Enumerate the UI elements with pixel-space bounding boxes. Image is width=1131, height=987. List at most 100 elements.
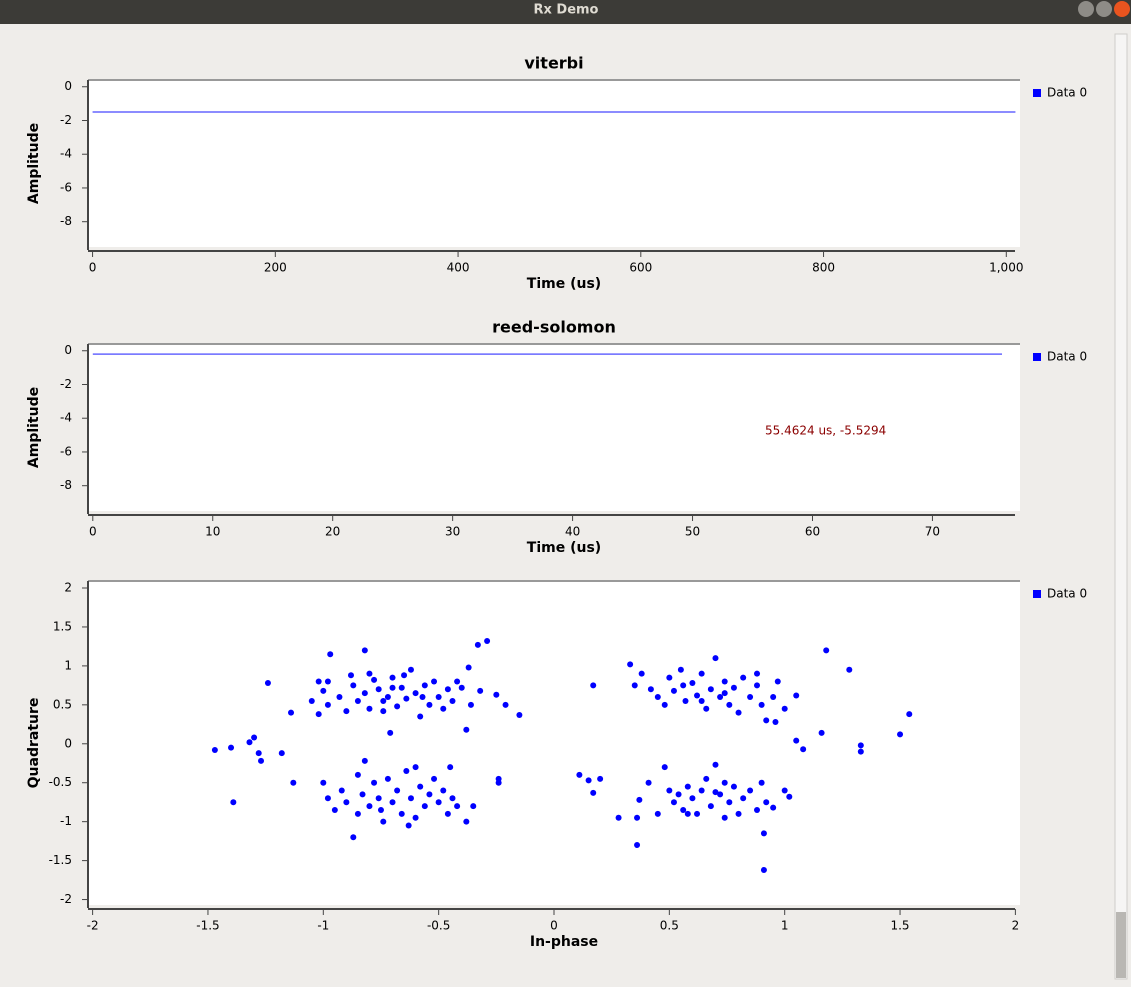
x-tick-label: 1 (781, 919, 789, 933)
data-point (754, 806, 761, 813)
legend-swatch (1033, 353, 1041, 361)
data-point (458, 684, 465, 691)
data-point (516, 711, 523, 718)
data-point (343, 799, 350, 806)
data-point (735, 709, 742, 716)
x-tick-label: -0.5 (427, 919, 450, 933)
data-point (359, 791, 366, 798)
data-point (431, 678, 438, 685)
data-point (694, 810, 701, 817)
data-point (246, 739, 253, 746)
data-point (354, 771, 361, 778)
x-tick-label: -1.5 (196, 919, 219, 933)
data-point (320, 779, 327, 786)
data-point (698, 697, 705, 704)
data-point (740, 795, 747, 802)
data-point (465, 664, 472, 671)
data-point (597, 775, 604, 782)
data-point (636, 796, 643, 803)
data-point (211, 747, 218, 754)
data-point (447, 764, 454, 771)
y-tick-label: 1 (64, 658, 72, 672)
y-tick-label: 0.5 (53, 697, 72, 711)
y-tick-label: -2 (60, 113, 72, 127)
data-point (793, 737, 800, 744)
data-point (228, 744, 235, 751)
data-point (654, 810, 661, 817)
data-point (675, 791, 682, 798)
data-point (712, 655, 719, 662)
data-point (394, 787, 401, 794)
data-point (366, 670, 373, 677)
data-point (647, 686, 654, 693)
minimize-button[interactable] (1078, 1, 1094, 17)
data-point (380, 697, 387, 704)
data-point (417, 783, 424, 790)
data-point (354, 810, 361, 817)
data-point (389, 799, 396, 806)
data-point (444, 686, 451, 693)
data-point (758, 701, 765, 708)
title-bar (0, 0, 1131, 24)
data-point (354, 697, 361, 704)
plot-area (88, 344, 1020, 511)
x-tick-label: -2 (87, 919, 99, 933)
x-tick-label: 1,000 (989, 261, 1023, 275)
x-tick-label: 0 (89, 525, 97, 539)
y-tick-label: 0 (64, 736, 72, 750)
data-point (440, 705, 447, 712)
data-point (670, 687, 677, 694)
data-point (721, 814, 728, 821)
data-point (389, 674, 396, 681)
data-point (634, 842, 641, 849)
data-point (350, 682, 357, 689)
data-point (677, 666, 684, 673)
data-point (484, 637, 491, 644)
legend-label: Data 0 (1047, 350, 1087, 364)
x-tick-label: 600 (629, 261, 652, 275)
data-point (717, 791, 724, 798)
data-point (343, 708, 350, 715)
data-point (336, 694, 343, 701)
data-point (781, 705, 788, 712)
data-point (735, 810, 742, 817)
data-point (371, 779, 378, 786)
y-tick-label: -6 (60, 444, 72, 458)
y-tick-label: 0 (64, 343, 72, 357)
data-point (477, 687, 484, 694)
data-point (897, 731, 904, 738)
data-point (444, 810, 451, 817)
data-point (645, 779, 652, 786)
scrollbar[interactable] (1114, 33, 1128, 980)
data-point (288, 709, 295, 716)
data-point (857, 742, 864, 749)
data-point (338, 787, 345, 794)
data-point (331, 806, 338, 813)
y-tick-label: -0.5 (49, 775, 72, 789)
close-button[interactable] (1114, 1, 1130, 17)
data-point (324, 678, 331, 685)
data-point (703, 775, 710, 782)
data-point (754, 670, 761, 677)
data-point (818, 729, 825, 736)
y-tick-label: -4 (60, 411, 72, 425)
maximize-button[interactable] (1096, 1, 1112, 17)
data-point (721, 690, 728, 697)
data-point (327, 651, 334, 658)
annotation: 55.4624 us, -5.5294 (765, 424, 886, 438)
data-point (694, 692, 701, 699)
data-point (770, 804, 777, 811)
data-point (680, 682, 687, 689)
data-point (721, 678, 728, 685)
data-point (405, 822, 412, 829)
data-point (401, 672, 408, 679)
data-point (255, 750, 262, 757)
data-point (407, 666, 414, 673)
data-point (421, 682, 428, 689)
data-point (760, 866, 767, 873)
data-point (361, 690, 368, 697)
scrollbar-thumb[interactable] (1116, 912, 1126, 978)
data-point (251, 734, 258, 741)
y-tick-label: 2 (64, 581, 72, 595)
